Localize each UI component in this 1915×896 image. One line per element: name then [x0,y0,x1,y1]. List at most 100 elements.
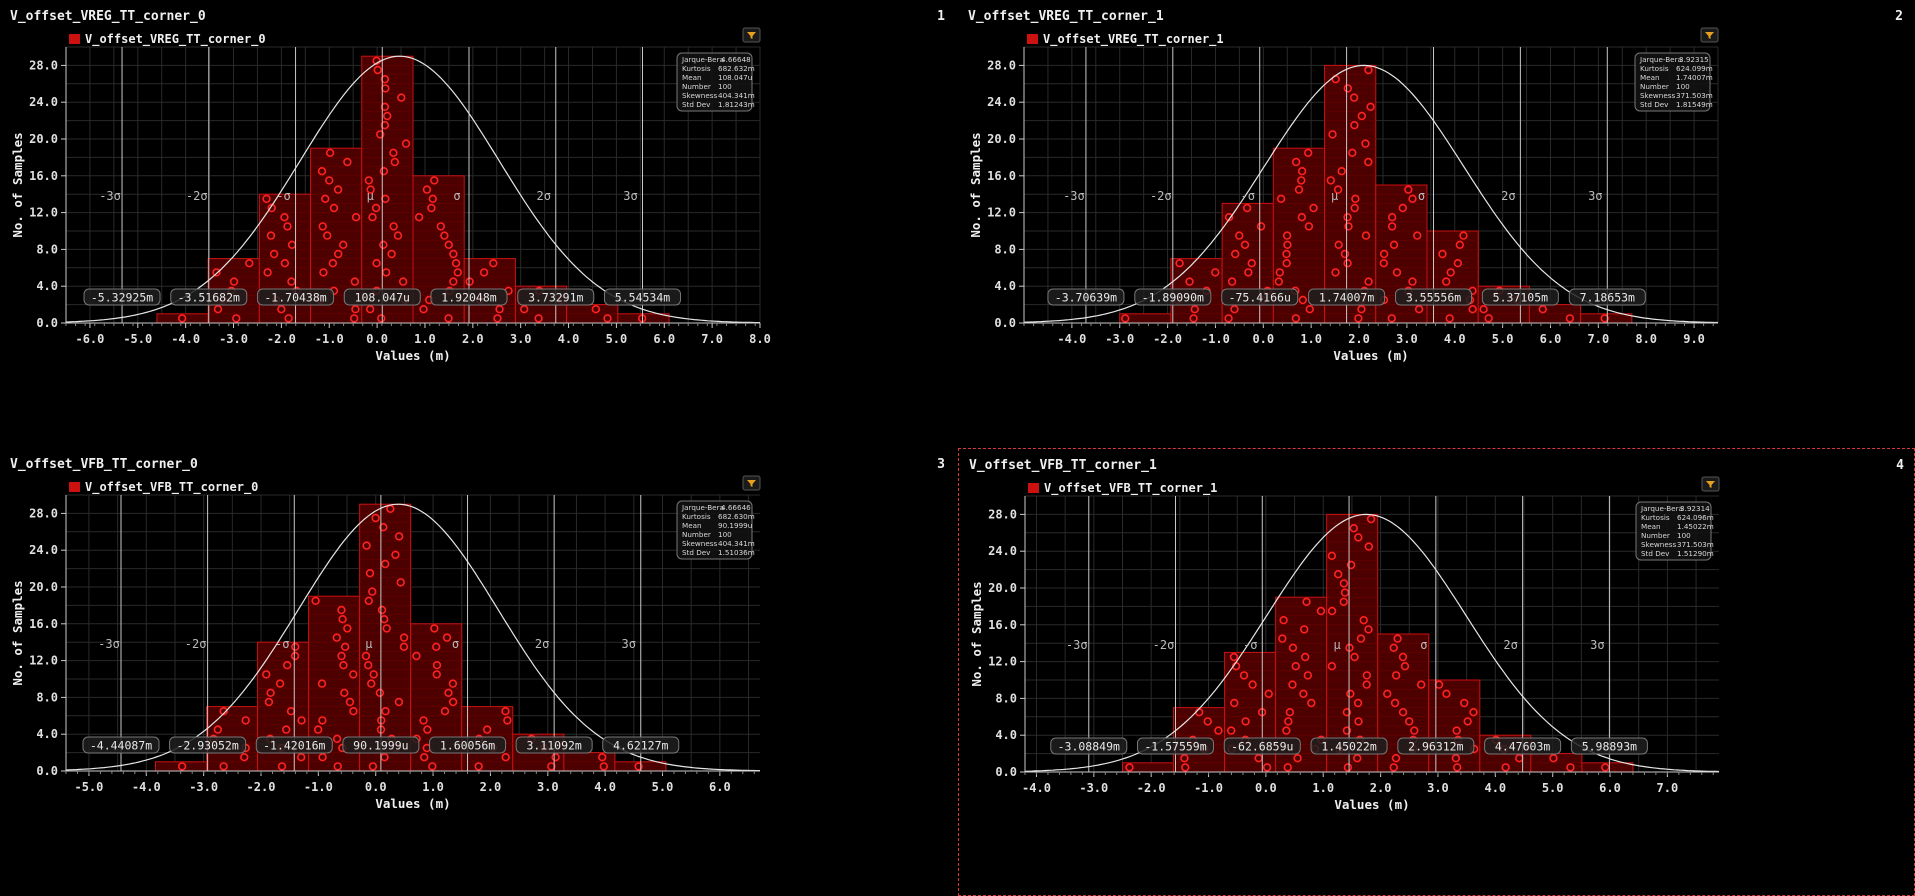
sigma-value-frame [1223,737,1301,755]
sample-point [1438,249,1447,259]
sample-point [379,240,388,250]
sigma-value-label: -75.4166u [1229,291,1291,305]
sample-point [1300,652,1310,662]
sample-point [440,231,449,240]
sample-point [296,753,306,762]
sigma-name-label: -3σ [98,637,120,651]
sigma-value-label: 7.18653m [1580,291,1635,305]
statistics-frame [1635,501,1712,561]
sample-point [380,559,390,569]
sample-point [1297,167,1307,176]
sample-point [1408,194,1417,204]
histogram-panel-1[interactable]: V_offset_VREG_TT_corner_0 1 V_offset_VREG_… [0,0,957,448]
statistics-value: 100 [1676,82,1690,91]
histogram-panel-4[interactable]: V_offset_VFB_TT_corner_1 4 V_offset_VFB_TT… [958,448,1915,896]
histogram-panel-2[interactable]: V_offset_VREG_TT_corner_1 2 V_offset_VREG_… [958,0,1915,448]
sample-point [1297,176,1306,185]
statistics-label: Mean [682,73,702,82]
sample-point [319,268,328,277]
sigma-value-frame [1568,288,1646,306]
sample-point [333,762,342,771]
sample-point [634,762,643,771]
sample-point [340,688,349,698]
y-tick-label: 0.0 [36,316,58,330]
x-tick-label: -1.0 [315,332,344,346]
sigma-name-label: 2σ [1503,638,1517,652]
sigma-value-label: -2.93052m [176,739,238,753]
sample-point [451,259,461,268]
sigma-value-frame [1397,737,1475,755]
sample-point [1342,708,1352,717]
statistics-label: Jarque-Bera [1640,504,1683,513]
x-tick-label: 1.0 [1300,332,1322,346]
y-tick-label: 12.0 [29,206,58,220]
sample-point [1416,680,1426,689]
sigma-value-label: -5.32925m [91,291,153,305]
statistics-value: 100 [718,82,732,91]
filter-button[interactable] [1701,476,1720,492]
x-tick-label: -3.0 [1079,781,1108,795]
histogram-panel-3[interactable]: V_offset_VFB_TT_corner_0 3 V_offset_VFB_TT… [0,448,957,896]
histogram-chart[interactable]: V_offset_VREG_TT_corner_1 2 V_offset_VREG_… [958,0,1915,448]
x-tick-label: 2.0 [462,332,484,346]
sigma-name-label: 3σ [1588,189,1602,203]
sigma-value-frame [1047,288,1125,306]
sample-point [1304,222,1314,231]
sample-point [351,305,360,314]
x-tick-label: -1.0 [304,780,333,794]
sample-point [229,277,239,286]
sample-point [318,222,327,231]
sample-point [1247,259,1256,268]
statistics-label: Std Dev [1641,549,1670,558]
y-tick-label: 4.0 [36,279,58,293]
sample-point [351,213,361,222]
filter-button[interactable] [742,27,761,43]
histogram-chart[interactable]: V_offset_VFB_TT_corner_0 3 V_offset_VFB_TT… [0,448,957,896]
sample-point [1383,689,1392,699]
sigma-value-frame [1395,288,1473,306]
histogram-chart[interactable]: V_offset_VREG_TT_corner_0 1 V_offset_VREG_… [0,0,957,448]
y-tick-label: 12.0 [29,654,58,668]
sample-point [1364,277,1373,286]
y-tick-label: 16.0 [987,169,1016,183]
sigma-value-label: 2.96312m [1408,740,1463,754]
sample-point [390,157,400,167]
sample-point [391,550,400,560]
sample-point [241,716,250,725]
sample-point [1389,240,1399,250]
sample-point [1390,698,1400,708]
sample-point [1392,268,1402,277]
filter-button[interactable] [742,475,761,491]
sigma-value-badge: 1.74007m [1308,288,1386,306]
sigma-value-label: 1.92048m [441,291,496,305]
sample-point [444,688,453,698]
statistics-label: Skewness [682,539,717,548]
histogram-chart[interactable]: V_offset_VFB_TT_corner_1 4 V_offset_VFB_TT… [959,449,1914,895]
filter-button[interactable] [1700,27,1719,43]
legend-label: V_offset_VREG_TT_corner_0 [85,32,266,47]
panel-number: 2 [1895,9,1903,24]
y-tick-label: 20.0 [988,581,1017,595]
sample-point [365,568,375,578]
sample-point [1356,634,1366,643]
sample-point [1283,763,1292,772]
sample-point [444,314,453,323]
sample-point [334,249,343,259]
sample-point [1362,671,1372,680]
sample-point [213,305,223,314]
sample-point [1284,717,1293,726]
sigma-name-label: σ [453,189,460,203]
sample-point [534,314,543,323]
sample-point [377,605,387,615]
sigma-value-badge: -62.6859u [1223,737,1301,755]
y-tick-label: 0.0 [36,764,58,778]
sample-point [1404,717,1414,726]
statistics-frame [676,500,753,560]
sample-point [368,587,377,596]
sigma-value-frame [1484,737,1562,755]
statistics-label: Kurtosis [682,64,711,73]
sample-point [1353,698,1363,708]
sigma-value-badge: -4.44087m [82,736,160,754]
sample-point [367,679,376,688]
